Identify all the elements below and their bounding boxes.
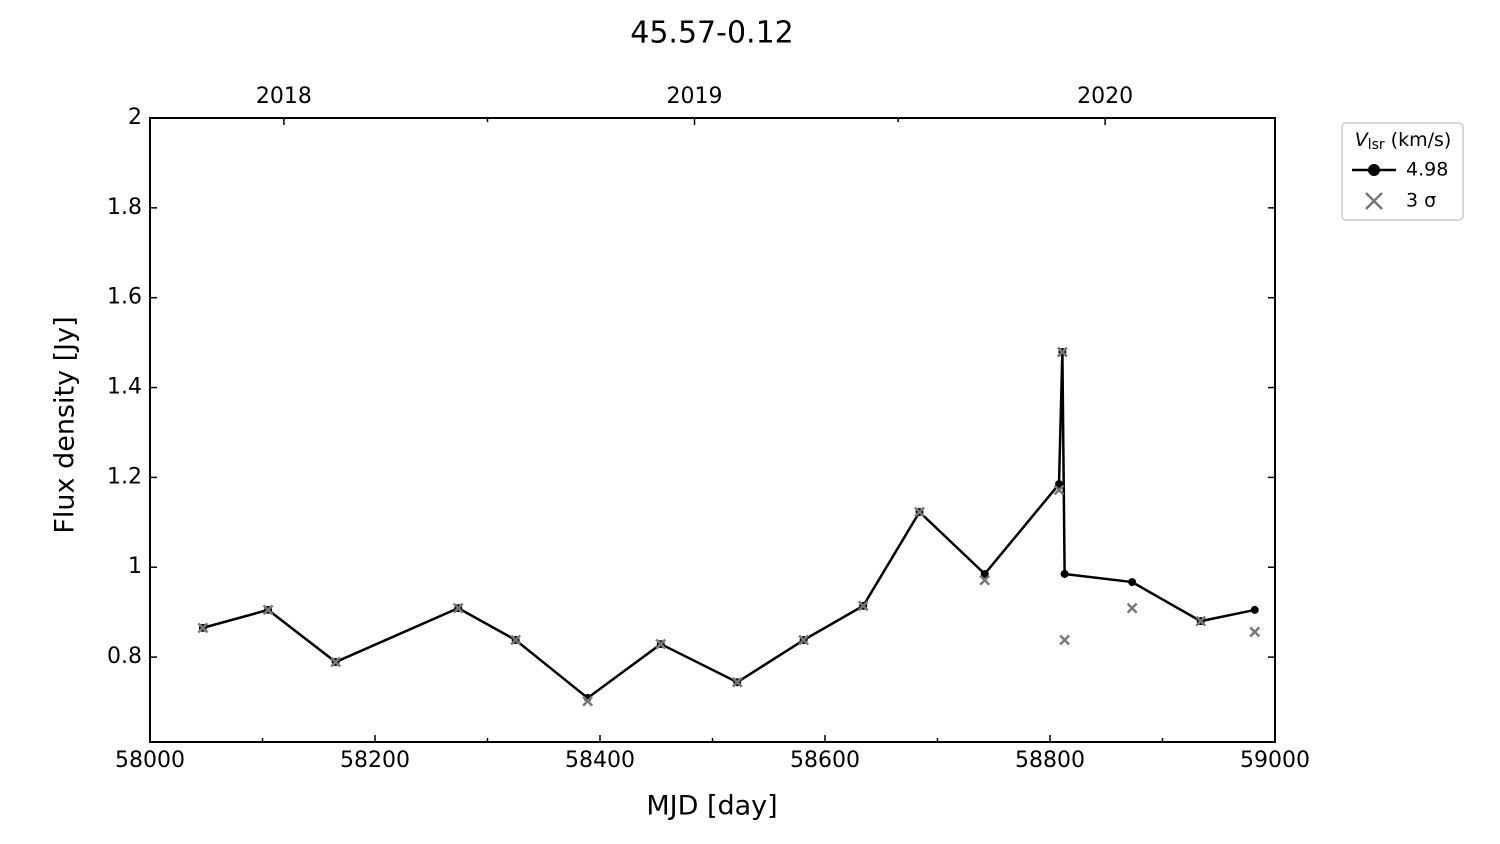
legend-box bbox=[1341, 122, 1464, 221]
legend: Vlsr (km/s) 4.98 3 σ bbox=[1341, 122, 1464, 221]
data-cross bbox=[197, 622, 209, 634]
data-cross bbox=[979, 574, 991, 586]
x2-tick-label: 2019 bbox=[667, 84, 723, 109]
legend-title: Vlsr (km/s) bbox=[1355, 129, 1452, 154]
data-point bbox=[1250, 605, 1259, 614]
data-cross bbox=[1059, 634, 1071, 646]
data-cross bbox=[1126, 602, 1138, 614]
data-cross bbox=[798, 634, 810, 646]
x-tick-label: 59000 bbox=[1240, 748, 1310, 773]
x-tick-label: 58200 bbox=[340, 748, 410, 773]
data-cross bbox=[330, 656, 342, 668]
legend-marker bbox=[1365, 192, 1383, 210]
y-tick-label: 1.4 bbox=[107, 375, 142, 400]
y-tick-label: 1.6 bbox=[107, 285, 142, 310]
data-cross bbox=[914, 506, 925, 518]
data-cross bbox=[582, 695, 594, 707]
data-cross bbox=[655, 638, 667, 650]
legend-label: 4.98 bbox=[1406, 159, 1448, 181]
data-cross bbox=[1056, 346, 1068, 358]
legend-marker bbox=[1368, 164, 1380, 176]
chart-title: 45.57-0.12 bbox=[630, 16, 794, 51]
legend-title-subscript: lsr bbox=[1368, 137, 1385, 153]
y-tick-label: 1.8 bbox=[107, 195, 142, 220]
data-cross bbox=[857, 600, 869, 612]
y-tick-label: 2 bbox=[128, 105, 142, 130]
x-tick-label: 58000 bbox=[115, 748, 185, 773]
data-cross bbox=[1195, 615, 1207, 627]
legend-title-unit: (km/s) bbox=[1391, 129, 1452, 151]
y-tick-label: 0.8 bbox=[107, 644, 142, 669]
x2-tick-label: 2020 bbox=[1077, 84, 1133, 109]
data-cross bbox=[510, 634, 522, 646]
legend-title-symbol: V bbox=[1355, 129, 1370, 151]
x-tick-label: 58400 bbox=[565, 748, 635, 773]
y-tick-label: 1.2 bbox=[107, 464, 142, 489]
data-cross bbox=[1249, 626, 1261, 638]
legend-label: 3 σ bbox=[1406, 190, 1436, 212]
data-cross bbox=[1053, 484, 1065, 496]
x2-tick-label: 2018 bbox=[256, 84, 312, 109]
x-axis-label: MJD [day] bbox=[646, 791, 777, 822]
x-tick-label: 58800 bbox=[1015, 748, 1085, 773]
data-cross bbox=[452, 602, 464, 614]
y-axis-label: Flux density [Jy] bbox=[50, 316, 81, 533]
data-point bbox=[1055, 480, 1063, 489]
data-cross bbox=[731, 676, 743, 688]
data-point bbox=[1060, 569, 1069, 578]
y-tick-label: 1 bbox=[128, 554, 142, 579]
series-line bbox=[202, 352, 1256, 700]
data-point bbox=[980, 569, 989, 578]
data-point bbox=[1128, 578, 1137, 587]
data-cross bbox=[262, 604, 274, 616]
x-tick-label: 58600 bbox=[790, 748, 860, 773]
